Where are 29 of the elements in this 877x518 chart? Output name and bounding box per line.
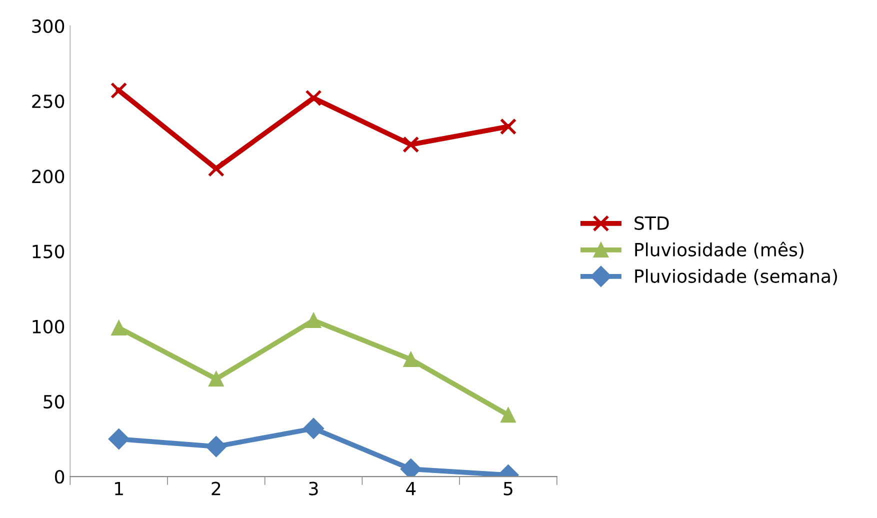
legend-label: Pluviosidade (mês) bbox=[635, 242, 804, 259]
point bbox=[400, 458, 422, 477]
point bbox=[303, 418, 324, 440]
point bbox=[306, 312, 322, 328]
point bbox=[403, 352, 419, 368]
point bbox=[206, 436, 227, 458]
y-tick-label: 250 bbox=[32, 94, 64, 108]
x-tick-label: 1 bbox=[115, 482, 123, 496]
x-tick-label: 2 bbox=[212, 482, 220, 496]
point bbox=[305, 90, 322, 106]
y-tick-label: 200 bbox=[32, 170, 64, 184]
point bbox=[500, 407, 516, 423]
point bbox=[500, 118, 517, 135]
point bbox=[208, 371, 224, 387]
y-tick-label: 300 bbox=[32, 19, 64, 34]
legend-label: STD bbox=[634, 216, 669, 230]
x-tick-label: 5 bbox=[504, 482, 512, 496]
x-tick-label: 3 bbox=[309, 482, 318, 496]
point bbox=[110, 82, 128, 99]
x-tick-label: 4 bbox=[406, 482, 416, 496]
point bbox=[402, 136, 420, 153]
y-tick-label: 50 bbox=[44, 394, 64, 409]
y-tick-label: 100 bbox=[32, 320, 64, 334]
point bbox=[208, 160, 225, 177]
point bbox=[108, 428, 130, 450]
y-tick-label: 150 bbox=[32, 244, 64, 258]
y-tick-label: 0 bbox=[55, 470, 64, 484]
point bbox=[111, 320, 126, 336]
legend-label: Pluviosidade (semana) bbox=[635, 268, 837, 286]
